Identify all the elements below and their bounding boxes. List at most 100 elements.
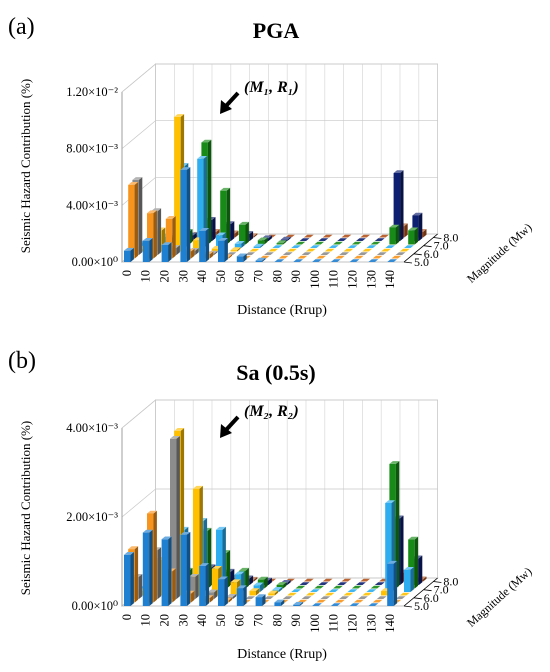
- bar-tile: [330, 603, 341, 606]
- bar: [236, 585, 247, 606]
- bar-front: [257, 240, 265, 245]
- x-tick-label: 30: [176, 614, 190, 627]
- bar: [299, 238, 310, 241]
- bar-side: [268, 235, 272, 241]
- grid-line: [121, 63, 156, 93]
- bar-side: [241, 240, 245, 248]
- bar-tile: [322, 578, 333, 582]
- z-tick-mark: [423, 245, 432, 248]
- bar-side: [172, 216, 176, 259]
- y-tick-label: 0.00×10⁰: [72, 255, 118, 269]
- bar: [180, 167, 191, 262]
- bar-top: [257, 237, 268, 241]
- bar-tile: [341, 578, 352, 582]
- bar: [387, 560, 398, 606]
- bar: [124, 247, 134, 262]
- bar: [287, 592, 297, 596]
- bar: [316, 599, 327, 603]
- bar-top: [280, 579, 291, 583]
- x-axis-ticks: 0 10 20 30 40 50 60 70 80 90 100 110 120 130 140: [120, 614, 397, 633]
- bar: [199, 228, 210, 262]
- bar-top: [216, 232, 226, 236]
- bar: [301, 252, 312, 255]
- bar: [293, 259, 304, 262]
- bar-top: [230, 579, 241, 583]
- bar-front: [180, 534, 187, 606]
- bar: [320, 596, 331, 599]
- bar-side: [404, 223, 408, 238]
- z-tick-label: 6.0: [424, 247, 439, 261]
- bar-top: [199, 563, 210, 566]
- bar-side: [134, 546, 139, 603]
- bar: [341, 578, 352, 582]
- bar: [276, 240, 287, 245]
- bar: [330, 259, 341, 262]
- bar-top: [234, 571, 245, 575]
- x-tick-label: 120: [345, 270, 359, 289]
- bar-tile: [295, 585, 306, 589]
- bar-side: [222, 526, 226, 592]
- bar-tile: [264, 252, 274, 255]
- bar: [408, 536, 419, 589]
- bar-side: [253, 576, 258, 582]
- bar-tile: [360, 578, 371, 582]
- bar-top: [218, 576, 228, 580]
- x-tick-label: 10: [139, 614, 153, 627]
- bar-side: [207, 139, 212, 245]
- bar-series: [124, 114, 427, 262]
- bar-front: [124, 250, 131, 262]
- bar-tile: [274, 259, 285, 262]
- bar-front: [199, 230, 206, 262]
- bar-tile: [368, 259, 379, 262]
- bar: [161, 242, 172, 262]
- bar-front: [276, 584, 284, 589]
- bar: [264, 252, 274, 255]
- bar-side: [138, 177, 143, 255]
- bar: [372, 255, 383, 259]
- bar: [322, 578, 333, 582]
- bar-tile: [291, 589, 302, 592]
- bar-top: [165, 216, 176, 219]
- bar-front: [193, 240, 200, 252]
- bar-tile: [341, 234, 352, 238]
- bar: [236, 253, 247, 262]
- bar: [395, 596, 406, 599]
- z-axis-label: Magnitude (Mw): [464, 564, 535, 629]
- bar-tile: [322, 234, 333, 238]
- bar-top: [193, 485, 203, 489]
- bar: [349, 259, 360, 262]
- bar-tile: [399, 248, 410, 252]
- bar-front: [165, 218, 173, 259]
- bar-tile: [287, 592, 297, 596]
- bar-side: [214, 589, 218, 599]
- bar-tile: [282, 596, 293, 599]
- bar-tile: [374, 582, 385, 585]
- x-tick-label: 20: [157, 614, 171, 627]
- bar-tile: [268, 248, 279, 252]
- bar-side: [249, 575, 254, 585]
- bar-side: [280, 599, 285, 606]
- bar-tile: [349, 603, 360, 606]
- bar-tile: [312, 259, 322, 262]
- bar-front: [199, 565, 206, 606]
- bar-front: [389, 227, 396, 245]
- z-tick-label: 8.0: [443, 231, 458, 245]
- bar-tile: [358, 252, 368, 255]
- bar-side: [176, 245, 180, 255]
- bar: [330, 603, 341, 606]
- x-tick-label: 60: [233, 270, 247, 283]
- x-tick-label: 140: [383, 614, 397, 633]
- bar-tile: [351, 585, 362, 589]
- bar: [268, 590, 279, 596]
- bar: [368, 259, 379, 262]
- bar-top: [272, 586, 283, 590]
- chart-title: PGA: [253, 18, 300, 43]
- bar: [188, 573, 199, 599]
- bar: [276, 582, 287, 589]
- bar-front: [161, 539, 169, 606]
- x-tick-label: 100: [308, 614, 322, 633]
- bar-side: [260, 243, 264, 248]
- bar: [324, 592, 335, 596]
- x-tick-label: 130: [364, 270, 378, 289]
- bar-side: [418, 212, 423, 241]
